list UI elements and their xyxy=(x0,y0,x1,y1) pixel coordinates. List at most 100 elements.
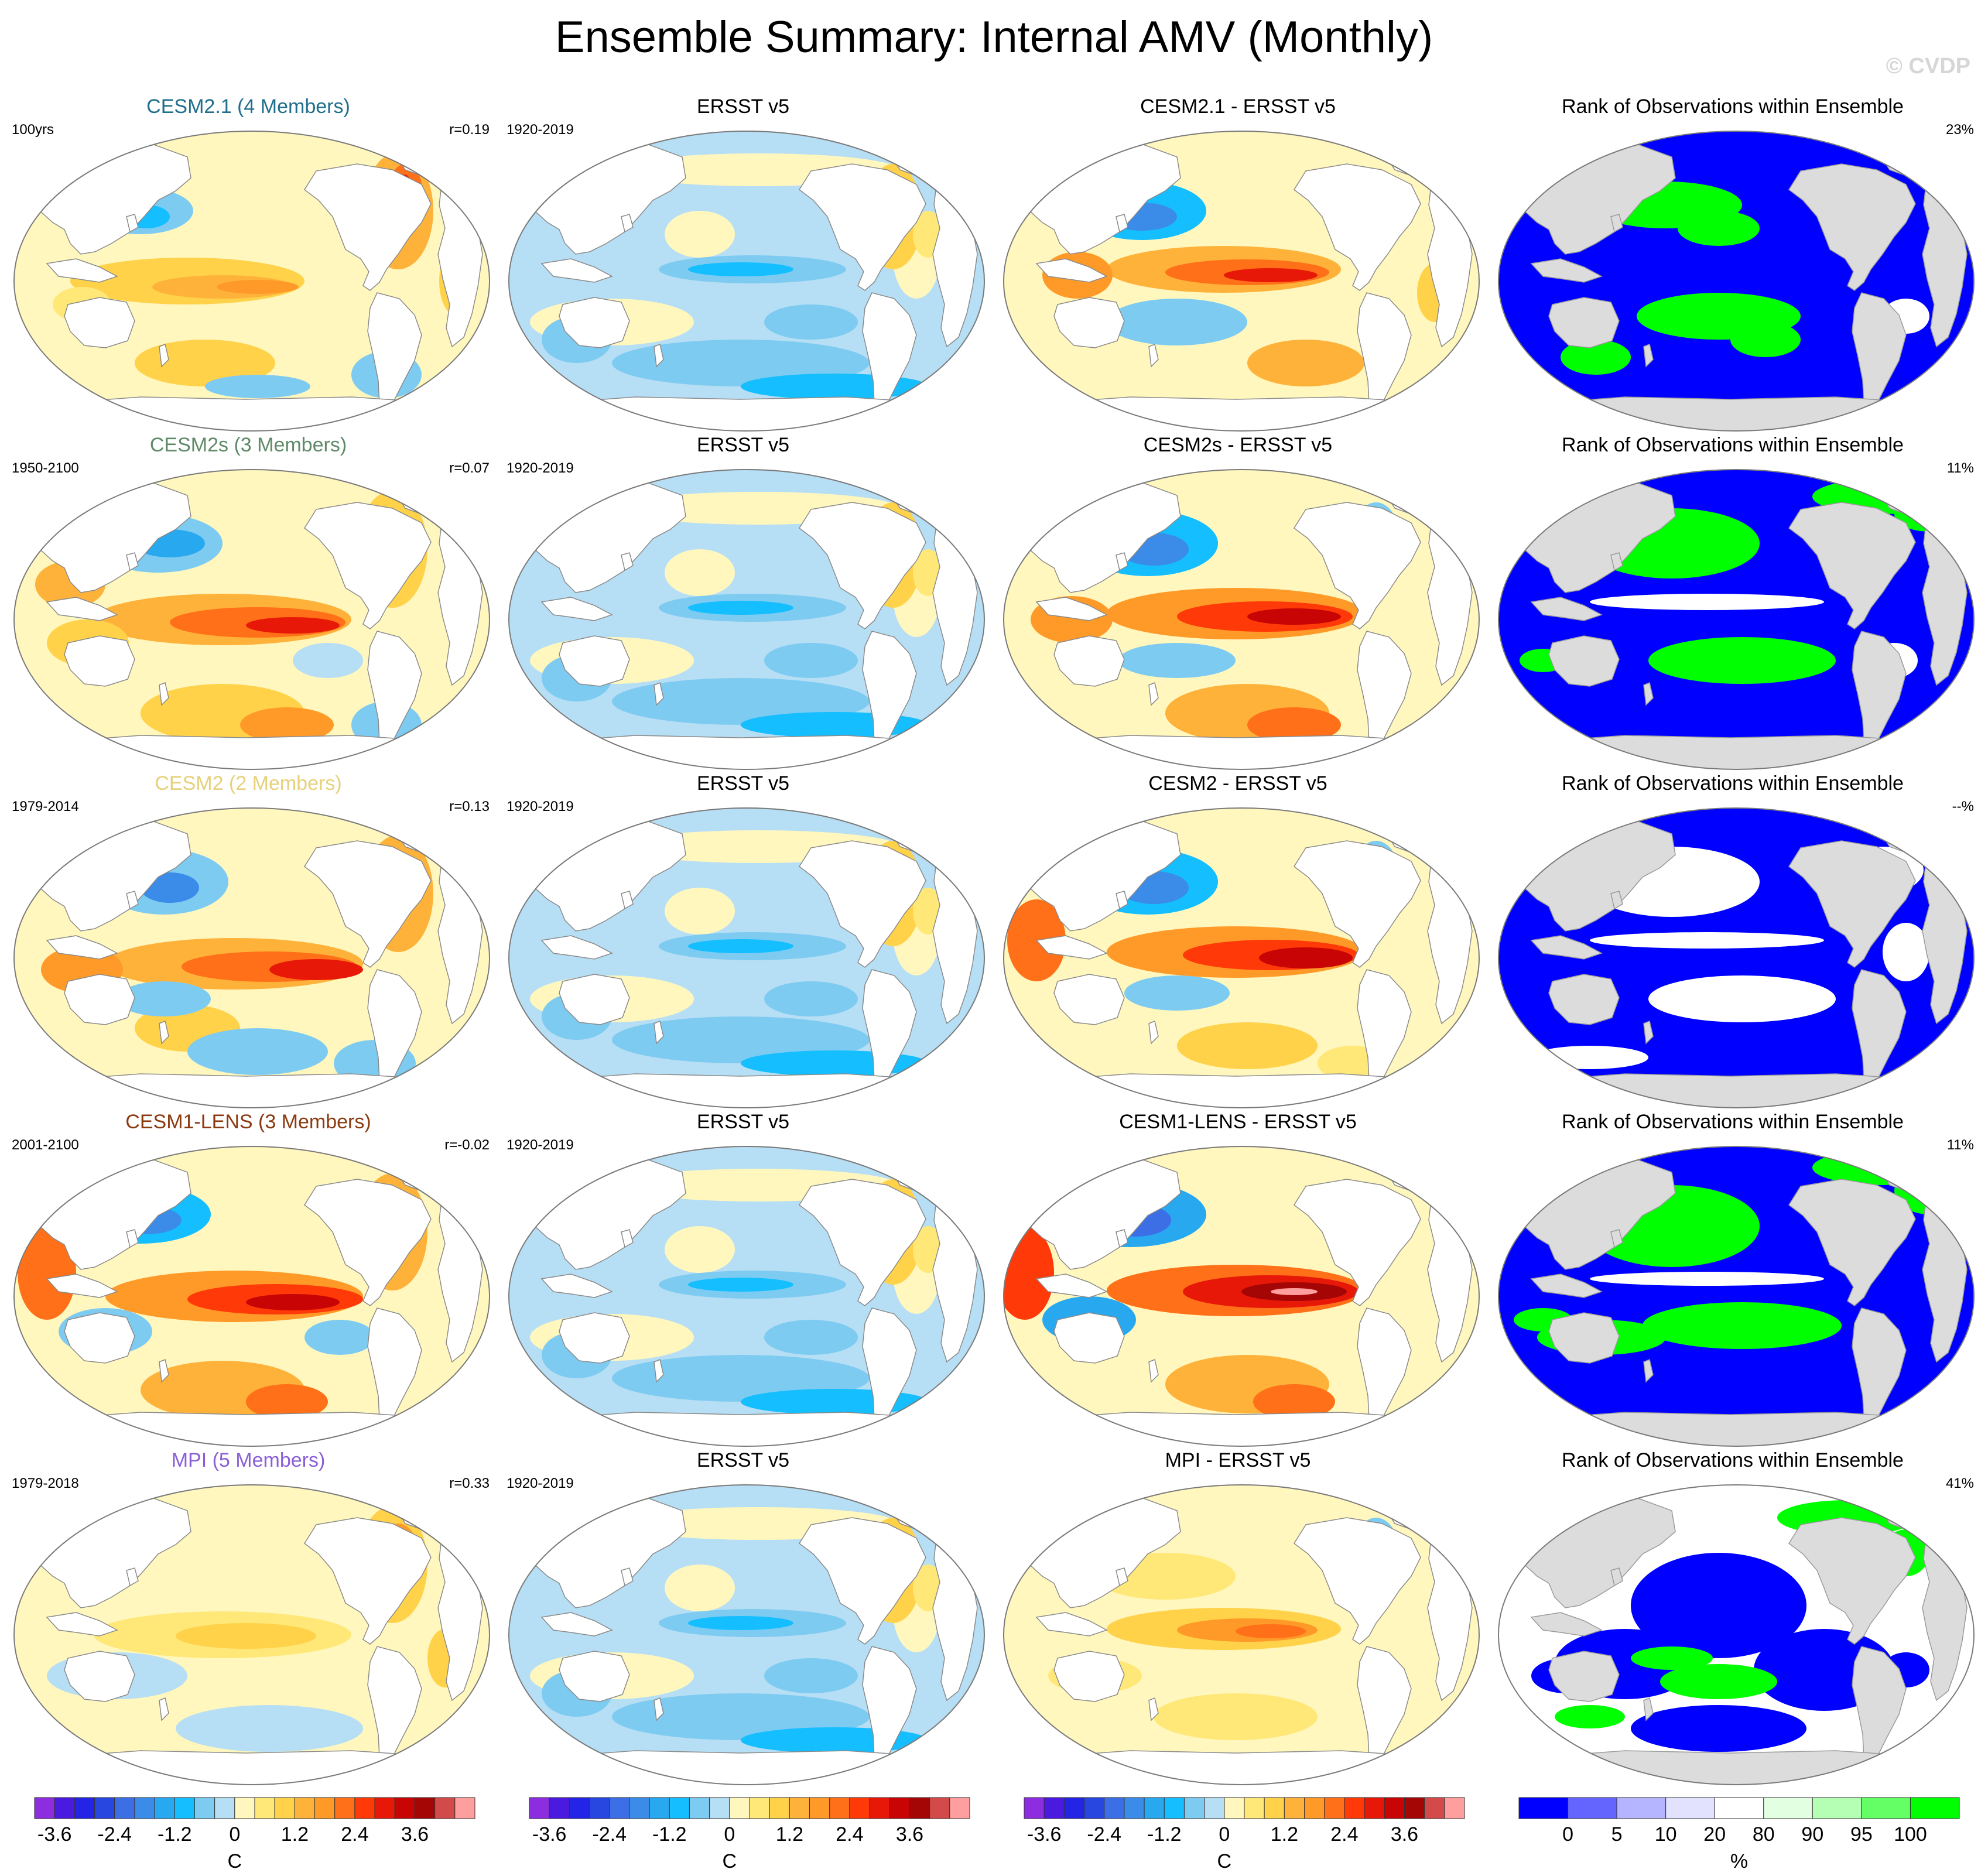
sst-anomaly-region xyxy=(665,888,735,934)
sst-map xyxy=(13,807,490,1108)
sst-anomaly-region xyxy=(688,939,793,953)
panel-title: ERSST v5 xyxy=(696,1449,790,1471)
colorbar-swatch xyxy=(609,1797,630,1819)
land-mask xyxy=(540,597,613,621)
colorbar-tick-label: 1.2 xyxy=(1271,1823,1298,1846)
sst-anomaly-region xyxy=(246,1384,328,1419)
colorbar-tick-label: 95 xyxy=(1850,1823,1873,1846)
colorbar-tick-label: -2.4 xyxy=(97,1823,132,1846)
land-mask xyxy=(1116,552,1128,571)
map-border xyxy=(508,1146,985,1447)
panel-title: MPI - ERSST v5 xyxy=(1165,1449,1311,1471)
colorbar-swatch xyxy=(1264,1797,1285,1819)
colorbar-swatch xyxy=(1910,1797,1960,1819)
period-label: 1950-2100 xyxy=(12,460,79,476)
panel-title: CESM1-LENS - ERSST v5 xyxy=(1119,1111,1357,1133)
sst-anomaly-region xyxy=(764,1658,858,1693)
sst-map xyxy=(1003,1146,1480,1447)
pattern-correlation: r=0.13 xyxy=(449,799,490,814)
colorbar-tick-label: 10 xyxy=(1655,1823,1677,1846)
sst-anomaly-region xyxy=(1107,299,1247,345)
map-border xyxy=(1003,1146,1480,1447)
land-mask xyxy=(46,935,118,960)
land-mask xyxy=(1116,1229,1128,1248)
land-mask xyxy=(1610,891,1623,910)
rank-region xyxy=(1631,1646,1713,1670)
panel-rank-row-1: Rank of Observations within Ensemble 23% xyxy=(1484,94,1981,433)
rank-region xyxy=(1812,1150,1953,1185)
map-border xyxy=(1498,1484,1975,1785)
land-mask xyxy=(303,502,432,629)
land-mask xyxy=(1530,1073,1943,1108)
sst-anomaly-region xyxy=(688,1278,793,1292)
land-mask xyxy=(621,552,634,571)
land-mask xyxy=(1643,682,1654,706)
map-border xyxy=(1003,469,1480,770)
colorbar-unit: C xyxy=(227,1850,242,1872)
colorbar-swatch xyxy=(689,1797,710,1819)
sst-anomaly-region xyxy=(1177,1022,1318,1069)
panel-obs-row-4: ERSST v5 1920-2019 xyxy=(495,1109,991,1449)
land-mask xyxy=(540,1274,613,1298)
rank-region xyxy=(1631,1705,1806,1752)
land-mask xyxy=(46,1612,118,1637)
land-mask xyxy=(1053,1312,1125,1364)
colorbar-graphic: -3.6 -2.4 -1.2 0 1.2 2.4 3.6 xyxy=(1024,1797,1465,1846)
colorbar-swatch xyxy=(214,1797,235,1819)
land-mask xyxy=(45,1073,458,1108)
colorbar-swatch xyxy=(154,1797,175,1819)
land-mask xyxy=(1788,1179,1916,1306)
land-mask xyxy=(540,396,953,431)
colorbar-swatch xyxy=(809,1797,830,1819)
colorbar-swatch xyxy=(1144,1797,1165,1819)
colorbar-tick-label: 5 xyxy=(1611,1823,1623,1846)
colorbar-swatch xyxy=(1104,1797,1125,1819)
sst-anomaly-region xyxy=(240,707,334,742)
colorbar-swatch xyxy=(274,1797,295,1819)
colorbar-swatch xyxy=(334,1797,355,1819)
colorbar-swatch xyxy=(849,1797,870,1819)
land-mask xyxy=(798,840,926,968)
colorbar-unit: % xyxy=(1730,1850,1749,1872)
land-mask xyxy=(798,1517,926,1645)
colorbar-swatch xyxy=(94,1797,115,1819)
land-mask xyxy=(653,1697,664,1721)
land-mask xyxy=(1530,1412,1943,1446)
land-mask xyxy=(1293,1517,1421,1645)
land-mask xyxy=(126,1229,139,1248)
rank-region xyxy=(1648,975,1836,1022)
panel-rank-row-4: Rank of Observations within Ensemble 11% xyxy=(1484,1109,1981,1449)
sst-anomaly-region xyxy=(1124,975,1230,1011)
colorbar-tick-label: 3.6 xyxy=(896,1823,923,1846)
land-mask xyxy=(1035,1750,1448,1785)
map-border xyxy=(1498,1146,1975,1447)
sst-anomaly-region xyxy=(688,1616,793,1630)
land-mask xyxy=(1610,214,1623,233)
rank-map xyxy=(1498,469,1975,770)
colorbar-swatch xyxy=(1164,1797,1185,1819)
rank-map xyxy=(1498,1146,1975,1447)
colorbar-tick-label: 2.4 xyxy=(836,1823,863,1846)
land-mask xyxy=(64,1651,135,1702)
panel-title: ERSST v5 xyxy=(696,434,790,456)
land-mask xyxy=(1148,343,1159,368)
panel-obs-row-3: ERSST v5 1920-2019 xyxy=(495,771,991,1110)
sst-anomaly-region xyxy=(1118,643,1236,678)
colorbar-swatch xyxy=(414,1797,436,1819)
land-mask xyxy=(1035,258,1108,283)
land-mask xyxy=(1643,1358,1654,1383)
period-label: 2001-2100 xyxy=(12,1137,79,1153)
colorbar-tick-label: 3.6 xyxy=(401,1823,429,1846)
panel-title: ERSST v5 xyxy=(696,1111,790,1133)
colorbar-tick-label: -1.2 xyxy=(158,1823,192,1846)
panel-title: Rank of Observations within Ensemble xyxy=(1562,1111,1904,1133)
sst-anomaly-region xyxy=(1247,608,1341,625)
land-mask xyxy=(1530,258,1603,283)
rank-percent: --% xyxy=(1952,799,1974,814)
colorbar-swatch xyxy=(949,1797,970,1819)
land-mask xyxy=(159,343,169,368)
colorbar-swatch xyxy=(649,1797,670,1819)
panel-title: Rank of Observations within Ensemble xyxy=(1562,95,1904,118)
land-mask xyxy=(653,682,664,706)
period-label: 1979-2014 xyxy=(12,799,79,814)
